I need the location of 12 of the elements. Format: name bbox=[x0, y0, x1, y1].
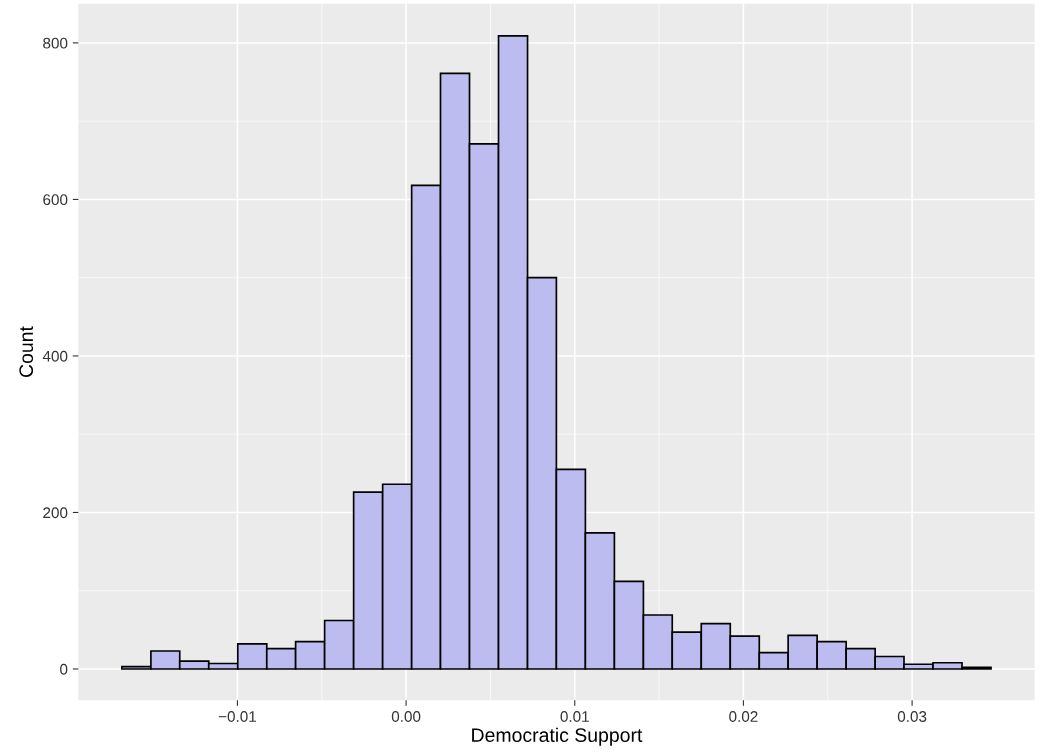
y-tick-label: 600 bbox=[43, 194, 68, 206]
y-tick-label: 800 bbox=[43, 37, 68, 49]
x-tick-label: −0.01 bbox=[218, 711, 257, 722]
x-tick-label: 0.00 bbox=[391, 711, 421, 722]
x-tick-label: 0.03 bbox=[897, 711, 927, 722]
x-tick-label: 0.02 bbox=[729, 711, 758, 722]
x-tick-label: 0.01 bbox=[560, 711, 589, 722]
y-tick-label: 400 bbox=[42, 350, 68, 362]
y-tick-label: 0 bbox=[60, 663, 68, 675]
y-tick-label: 200 bbox=[43, 507, 68, 519]
x-axis-title: Democratic Support bbox=[472, 727, 643, 746]
y-axis-title: Count bbox=[19, 326, 34, 377]
